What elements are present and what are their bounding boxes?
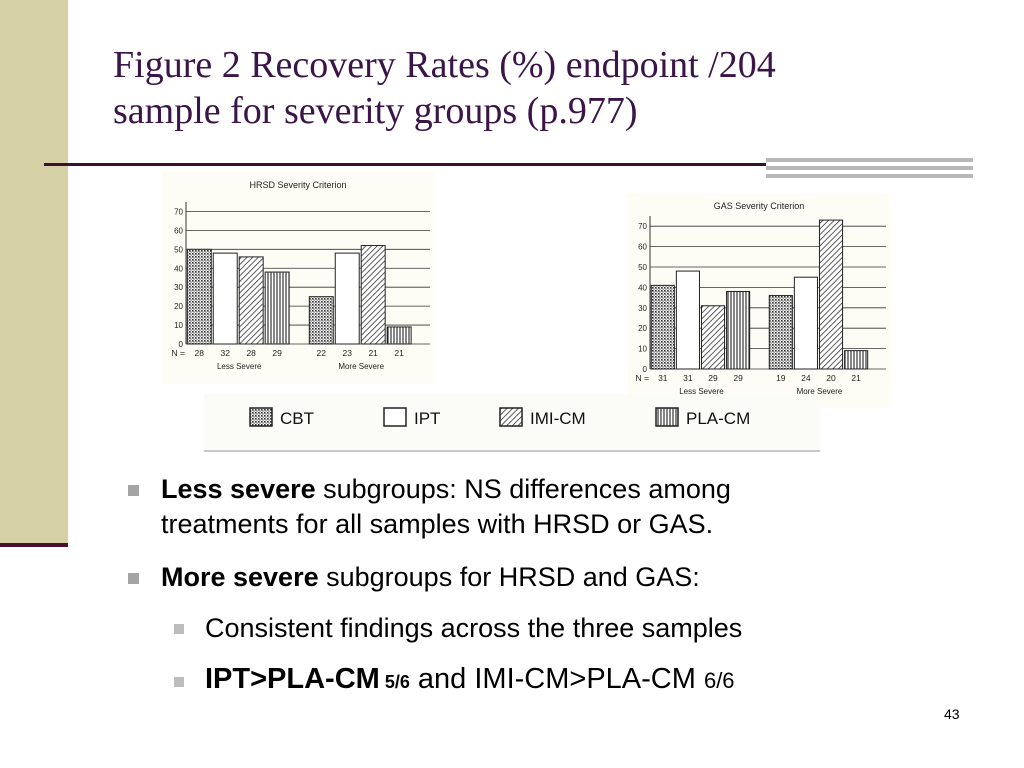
legend-swatch-imi-cm [499, 407, 523, 427]
bar-imi-cm [700, 305, 726, 370]
n-label: 21 [368, 348, 378, 358]
n-label: 29 [733, 373, 743, 383]
chart-title: GAS Severity Criterion [714, 201, 805, 211]
page-number: 43 [944, 706, 960, 722]
left-accent-bar [0, 0, 68, 546]
bar-cbt [768, 295, 793, 370]
y-tick-label: 70 [174, 207, 183, 216]
n-label: 29 [272, 348, 282, 358]
y-tick-label: 70 [638, 222, 647, 231]
bar-imi-cm [360, 245, 386, 345]
bar-ipt [793, 276, 818, 370]
bar-cbt [308, 296, 334, 345]
y-tick-label: 30 [638, 304, 647, 313]
n-label: 23 [342, 348, 352, 358]
bar-ipt [675, 270, 700, 370]
sub-bullet-marker [174, 677, 184, 687]
n-label: 22 [317, 348, 327, 358]
legend-label: PLA-CM [686, 409, 750, 428]
group-label: More Severe [797, 387, 843, 396]
sub-bullet-text: and IMI-CM>PLA-CM [409, 663, 704, 695]
n-prefix: N = [172, 348, 186, 358]
n-label: 21 [851, 373, 861, 383]
n-label: 28 [195, 348, 205, 358]
title-divider-accent [766, 174, 973, 178]
y-tick-label: 40 [174, 264, 183, 273]
legend-swatch-ipt [383, 407, 407, 427]
n-label: 29 [708, 373, 718, 383]
bullet-marker [128, 573, 139, 584]
bar-pla-cm [726, 290, 751, 370]
bar-pla-cm [386, 326, 412, 345]
n-label: 20 [826, 373, 836, 383]
title-divider-accent [766, 158, 973, 162]
n-label: 19 [776, 373, 786, 383]
legend-swatch-pla-cm [655, 407, 679, 427]
sub-bullet-item: Consistent findings across the three sam… [205, 611, 925, 646]
n-label: 24 [801, 373, 811, 383]
bar-ipt [212, 252, 238, 345]
sub-bullet-small: 6/6 [703, 668, 735, 693]
bullet-text: subgroups for HRSD and GAS: [318, 562, 700, 592]
legend-label: CBT [280, 409, 314, 428]
hrsd-chart: HRSD Severity Criterion 0 10 20 30 40 50 60 70 28… [162, 172, 434, 384]
chart-title: HRSD Severity Criterion [249, 180, 346, 190]
left-accent-underline [0, 543, 68, 547]
n-label: 31 [683, 373, 693, 383]
title-divider [44, 163, 766, 166]
bullet-bold: Less severe [161, 474, 316, 504]
y-tick-label: 50 [638, 263, 647, 272]
y-tick-label: 0 [643, 365, 648, 374]
bullet-marker [128, 485, 139, 496]
bar-ipt [334, 252, 360, 345]
gas-chart: GAS Severity Criterion 0 10 20 30 40 50 60 70 31 3… [628, 194, 890, 408]
y-tick-label: 10 [638, 345, 647, 354]
bullet-item: Less severe subgroups: NS differences am… [161, 472, 941, 542]
sub-bullet-bold: IPT>PLA-CM [205, 663, 380, 695]
bar-cbt [650, 284, 675, 370]
n-prefix: N = [636, 373, 650, 383]
y-tick-label: 60 [638, 243, 647, 252]
title-divider-accent [766, 166, 973, 170]
group-label: More Severe [338, 362, 384, 371]
y-tick-label: 20 [638, 324, 647, 333]
sub-bullet-bold-small: 5/6 [384, 672, 410, 692]
bar-imi-cm [238, 256, 264, 345]
n-label: 31 [658, 373, 668, 383]
bullet-item: More severe subgroups for HRSD and GAS: [161, 560, 941, 595]
legend-label: IMI-CM [530, 409, 586, 428]
group-label: Less Severe [679, 387, 724, 396]
n-label: 32 [220, 348, 230, 358]
y-tick-label: 60 [174, 226, 183, 235]
bar-imi-cm [818, 219, 844, 370]
sub-bullet-text: Consistent findings across the three sam… [205, 613, 743, 643]
bar-pla-cm [264, 271, 290, 345]
y-tick-label: 50 [174, 245, 183, 254]
bar-pla-cm [844, 350, 869, 370]
y-tick-label: 40 [638, 283, 647, 292]
group-label: Less Severe [217, 362, 262, 371]
y-tick-label: 20 [174, 302, 183, 311]
y-tick-label: 30 [174, 283, 183, 292]
legend-swatch-cbt [249, 407, 273, 427]
sub-bullet-marker [174, 624, 184, 634]
bar-cbt [186, 248, 212, 345]
n-label: 21 [394, 348, 404, 358]
legend-label: IPT [414, 409, 440, 428]
chart-legend: CBT IPT IMI-CM PLA-CM [204, 394, 820, 452]
sub-bullet-item: IPT>PLA-CM 5/6 and IMI-CM>PLA-CM 6/6 [205, 662, 925, 700]
bullet-text: subgroups: NS differences among treatmen… [161, 474, 731, 539]
y-tick-label: 10 [174, 321, 183, 330]
y-tick-label: 0 [179, 340, 184, 349]
bullet-bold: More severe [161, 562, 319, 592]
n-label: 28 [246, 348, 256, 358]
slide-title: Figure 2 Recovery Rates (%) endpoint /20… [113, 44, 776, 132]
